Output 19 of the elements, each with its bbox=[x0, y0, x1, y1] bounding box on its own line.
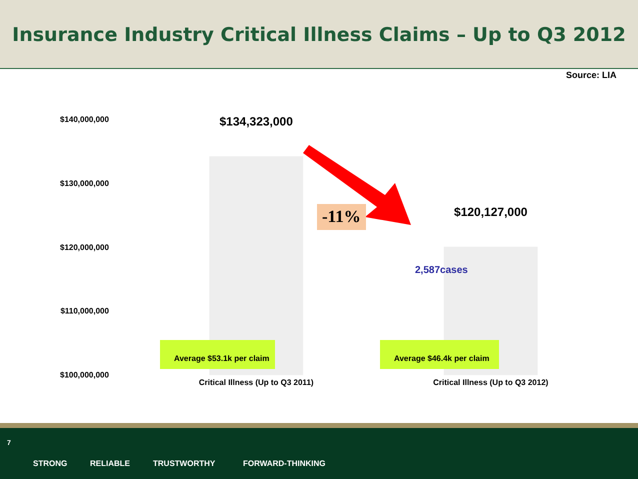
note-box: Average $46.4k per claim bbox=[380, 340, 500, 369]
data-label: $120,127,000 bbox=[454, 205, 528, 220]
y-tick-label: $100,000,000 bbox=[60, 370, 110, 380]
text: RELIABLE bbox=[90, 459, 130, 468]
source-note: Source: LIA bbox=[566, 70, 617, 80]
data-label: $134,323,000 bbox=[220, 114, 294, 129]
y-tick-label: $120,000,000 bbox=[60, 242, 110, 252]
text: FORWARD-THINKING bbox=[243, 459, 326, 468]
y-tick-label: $140,000,000 bbox=[60, 115, 110, 124]
x-tick-label: Critical Illness (Up to Q3 2011) bbox=[198, 378, 314, 388]
chart-title: Insurance Industry Critical Illness Claims – Up to Q3 2012 bbox=[11, 24, 627, 46]
note-box: Average $53.1k per claim bbox=[160, 340, 276, 369]
x-tick-label: Critical Illness (Up to Q3 2012) bbox=[433, 378, 549, 388]
annotation: 2,587cases bbox=[415, 265, 468, 276]
y-tick-label: $110,000,000 bbox=[60, 306, 110, 316]
y-tick-label: $130,000,000 bbox=[60, 179, 110, 188]
text: STRONG bbox=[33, 459, 68, 468]
text: TRUSTWORTHY bbox=[153, 459, 216, 468]
note-box: -11% bbox=[317, 204, 366, 230]
